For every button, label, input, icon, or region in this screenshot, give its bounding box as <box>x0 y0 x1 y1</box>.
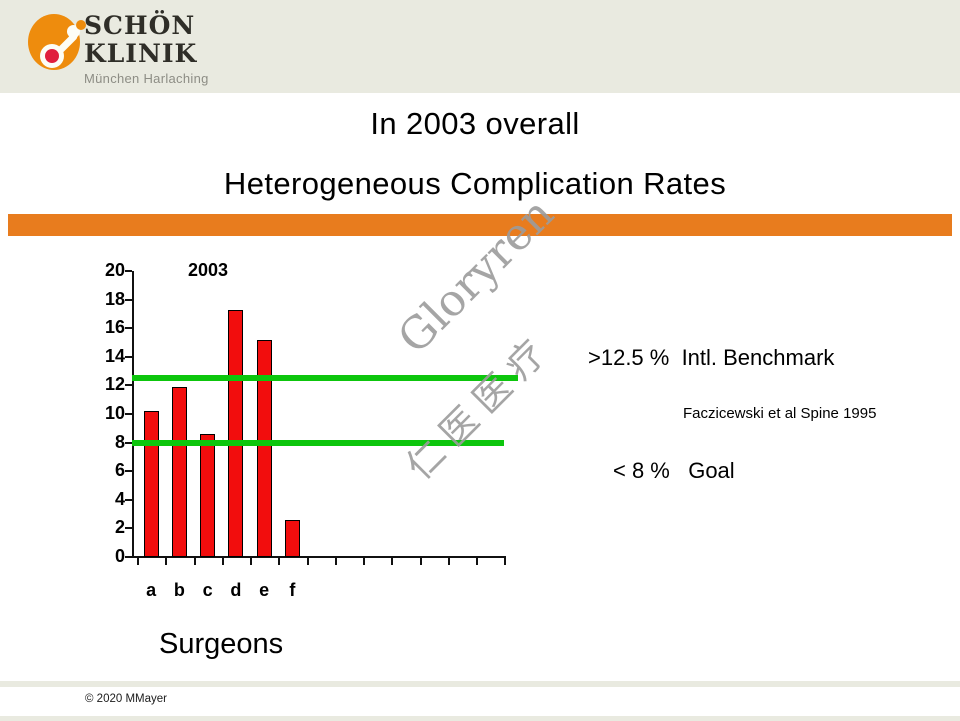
reference-line <box>132 439 504 446</box>
y-tick-mark <box>125 498 132 501</box>
y-tick-label: 12 <box>104 374 125 395</box>
bar <box>171 386 187 557</box>
footer-rule-top <box>0 681 960 687</box>
x-tick-mark <box>476 558 478 565</box>
y-tick-label: 14 <box>104 345 125 366</box>
brand-line2: KLINIK <box>84 39 198 68</box>
benchmark-annotation: >12.5 % Intl. Benchmark <box>588 345 835 370</box>
copyright-text: © 2020 MMayer <box>85 693 167 705</box>
goal-annotation: < 8 % Goal <box>613 458 735 483</box>
reference-line <box>132 375 518 382</box>
y-tick-label: 0 <box>114 546 125 566</box>
y-tick-mark <box>125 298 132 301</box>
brand-text: SCHÖN KLINIK München Harlaching <box>84 13 209 85</box>
y-tick-label: 2 <box>114 517 125 538</box>
header-band: SCHÖN KLINIK München Harlaching <box>0 0 960 93</box>
y-tick-mark <box>125 384 132 387</box>
x-tick-mark <box>221 558 224 565</box>
slide-title-line2: Heterogeneous Complication Rates <box>223 166 727 201</box>
bar <box>256 339 272 557</box>
orange-divider <box>8 214 952 236</box>
bar <box>200 434 216 557</box>
x-tick-mark <box>504 558 507 565</box>
y-tick-mark <box>125 556 132 558</box>
y-tick-label: 18 <box>104 288 125 309</box>
x-tick-mark <box>334 558 337 565</box>
xaxis-title: Surgeons <box>159 628 284 660</box>
bar <box>284 519 300 557</box>
chart-year-label: 2003 <box>188 260 229 280</box>
x-axis-line <box>132 556 506 558</box>
x-tick-mark <box>391 558 394 565</box>
y-tick-label: 10 <box>104 403 125 423</box>
x-tick-mark <box>419 558 422 565</box>
x-tick-mark <box>447 558 450 565</box>
bar <box>228 309 244 557</box>
x-tick-mark <box>363 558 365 565</box>
y-tick-label: 6 <box>114 460 125 481</box>
bar <box>143 411 159 557</box>
x-tick-mark <box>306 558 309 565</box>
y-tick-mark <box>125 441 132 444</box>
slide-title-line1: In 2003 overall <box>370 106 580 141</box>
y-tick-mark <box>125 270 132 272</box>
x-category-label: d <box>230 580 242 600</box>
x-category-label: e <box>259 580 270 600</box>
x-tick-mark <box>137 558 139 565</box>
citation-text: Faczicewski et al Spine 1995 <box>683 405 877 422</box>
y-tick-mark <box>125 355 132 358</box>
y-tick-mark <box>125 470 132 473</box>
x-category-label: a <box>146 580 157 600</box>
y-tick-mark <box>125 413 132 415</box>
x-tick-mark <box>193 558 196 565</box>
logo-red-dot-icon <box>45 49 59 63</box>
x-tick-mark <box>278 558 281 565</box>
x-category-label: b <box>173 580 185 600</box>
x-tick-mark <box>250 558 252 565</box>
brand-subtitle: München Harlaching <box>84 71 209 86</box>
x-category-label: f <box>289 580 296 600</box>
y-tick-mark <box>125 527 132 530</box>
y-tick-label: 8 <box>114 431 125 452</box>
brand-line1: SCHÖN <box>84 11 196 40</box>
x-category-label: c <box>202 580 213 600</box>
y-tick-label: 20 <box>104 260 125 280</box>
y-axis-line <box>132 271 134 558</box>
schoen-klinik-logo <box>26 12 90 76</box>
y-tick-label: 16 <box>104 317 125 338</box>
footer-rule-bottom <box>0 716 960 721</box>
x-tick-mark <box>165 558 168 565</box>
y-tick-mark <box>125 327 132 330</box>
y-tick-label: 4 <box>114 488 125 509</box>
logo-hand-tip-icon <box>76 20 86 30</box>
